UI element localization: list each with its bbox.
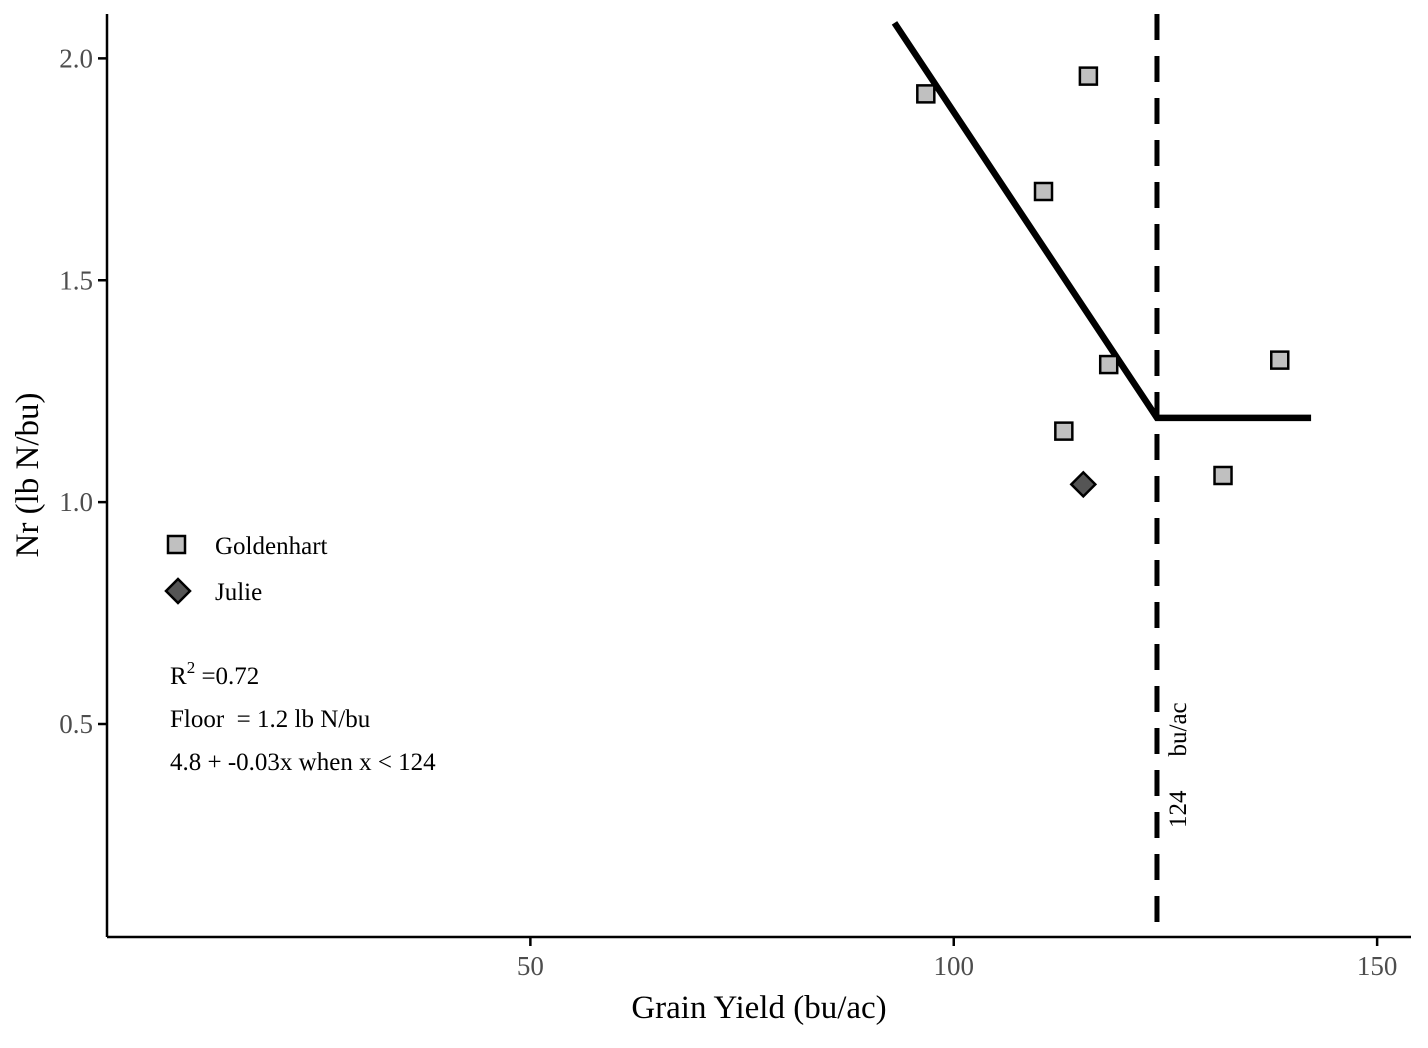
- x-ticks: 50 100 150: [517, 937, 1398, 981]
- legend-label-julie: Julie: [215, 579, 262, 606]
- x-tick-label-2: 150: [1357, 951, 1398, 981]
- point-julie-0: [1069, 470, 1098, 499]
- annotations: R2 =0.72 Floor = 1.2 lb N/bu 4.8 + -0.03…: [170, 658, 436, 776]
- equation-annotation: 4.8 + -0.03x when x < 124: [170, 749, 436, 776]
- legend: Goldenhart Julie: [164, 533, 328, 606]
- y-tick-label-2: 1.5: [59, 265, 93, 295]
- threshold-label-number: 124: [1165, 790, 1192, 828]
- r-squared-value: =0.72: [195, 663, 259, 690]
- point-goldenhart-6: [1270, 350, 1290, 370]
- legend-marker-goldenhart: [166, 534, 187, 555]
- point-goldenhart-4: [1054, 421, 1074, 441]
- r-squared-superscript: 2: [187, 658, 196, 677]
- plot-area: 50 100 150 0.5 1.0 1.5 2.0 124 bu/ac: [59, 14, 1411, 981]
- threshold-label-unit: bu/ac: [1165, 702, 1192, 756]
- y-axis-title: Nr (lb N/bu): [10, 393, 46, 558]
- y-tick-label-3: 2.0: [59, 43, 93, 73]
- r-squared-annotation: R2 =0.72: [170, 658, 259, 690]
- threshold-label: 124 bu/ac: [1165, 702, 1192, 828]
- r-squared-letter: R: [170, 663, 187, 690]
- fit-group: [891, 21, 1312, 422]
- y-ticks: 0.5 1.0 1.5 2.0: [59, 43, 107, 739]
- y-tick-label-0: 0.5: [59, 709, 93, 739]
- x-axis-title: Grain Yield (bu/ac): [631, 990, 886, 1026]
- legend-label-goldenhart: Goldenhart: [215, 533, 328, 560]
- points-group: [916, 66, 1290, 499]
- point-goldenhart-5: [1213, 465, 1233, 486]
- fit-line: [891, 21, 1312, 422]
- x-tick-label-0: 50: [517, 951, 544, 981]
- point-goldenhart-2: [1033, 181, 1054, 202]
- legend-marker-julie: [164, 577, 192, 605]
- floor-annotation: Floor = 1.2 lb N/bu: [170, 706, 371, 733]
- y-tick-label-1: 1.0: [59, 487, 93, 517]
- point-goldenhart-3: [1098, 354, 1119, 375]
- vline-group: 124 bu/ac: [1154, 14, 1192, 937]
- x-tick-label-1: 100: [934, 951, 975, 981]
- point-goldenhart-1: [1078, 66, 1099, 86]
- point-goldenhart-0: [916, 84, 936, 104]
